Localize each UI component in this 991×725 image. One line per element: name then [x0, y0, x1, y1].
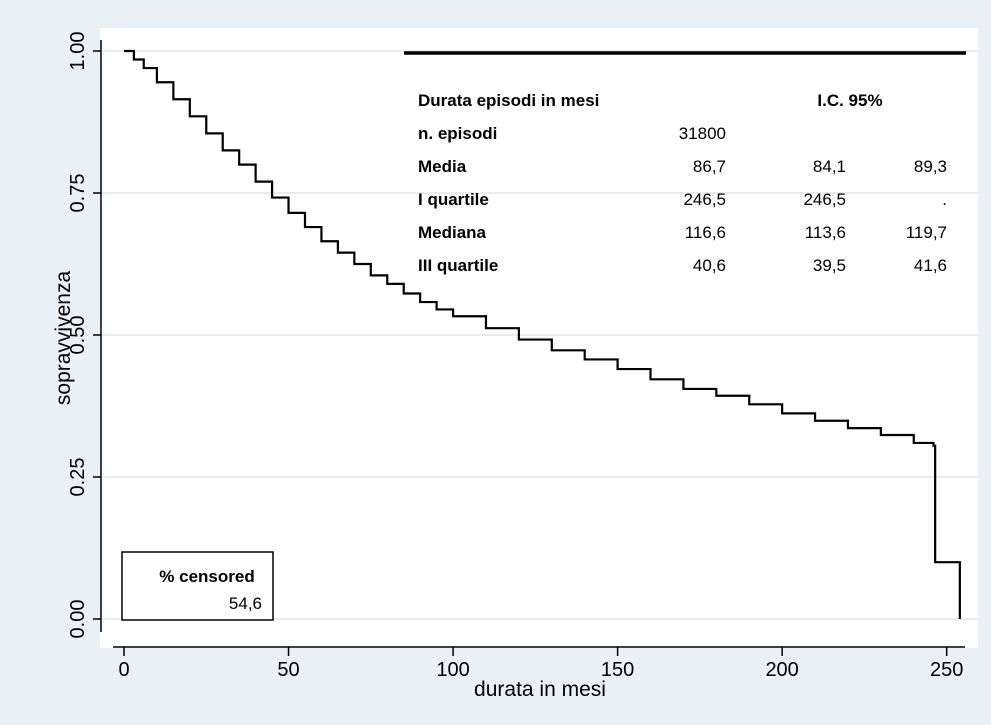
censored-box-label: % censored	[159, 567, 254, 586]
stats-row-ci-high: 41,6	[914, 256, 947, 275]
stats-row-ci-low: 39,5	[813, 256, 846, 275]
stats-row-label: Media	[418, 157, 467, 176]
stats-row-value: 40,6	[693, 256, 726, 275]
x-axis-title: durata in mesi	[474, 678, 606, 701]
x-axis-ticks: 0 50 100 150 200 250	[118, 647, 963, 681]
stats-table-header-label: Durata episodi in mesi	[418, 91, 599, 110]
x-tick-label: 250	[930, 659, 963, 681]
censored-box-frame	[121, 551, 274, 621]
stats-row-value: 246,5	[683, 190, 726, 209]
y-tick-label: 0.75	[67, 174, 89, 213]
y-tick-label: 0.25	[67, 458, 89, 497]
y-tick-label: 0.00	[67, 600, 89, 639]
y-axis-ticks: 0.00 0.25 0.50 0.75 1.00	[67, 32, 101, 639]
censored-box: % censored 54,6	[121, 551, 274, 621]
stats-row-ci-high: .	[942, 190, 947, 209]
stats-row-label: n. episodi	[418, 124, 497, 143]
plot-panel	[100, 28, 978, 648]
stats-row-label: I quartile	[418, 190, 489, 209]
y-tick-label: 0.50	[67, 316, 89, 355]
x-tick-label: 150	[601, 659, 634, 681]
survival-curve-line	[124, 49, 961, 619]
stats-row-label: III quartile	[418, 256, 498, 275]
x-tick-label: 0	[118, 659, 129, 681]
stats-row-ci-high: 89,3	[914, 157, 947, 176]
censored-box-value: 54,6	[229, 594, 262, 613]
stats-row-value: 116,6	[685, 223, 726, 242]
x-tick-label: 200	[765, 659, 798, 681]
stats-row-label: Mediana	[418, 223, 487, 242]
stats-table-rows: n. episodi 31800 Media 86,7 84,1 89,3 I quarti…	[418, 124, 947, 275]
x-tick-label: 50	[277, 659, 299, 681]
y-tick-label: 1.00	[67, 32, 89, 71]
stats-row-ci-high: 119,7	[906, 223, 947, 242]
stats-row-value: 31800	[679, 124, 726, 143]
stats-row-ci-low: 246,5	[803, 190, 846, 209]
stats-table: Durata episodi in mesi I.C. 95% n. episo…	[404, 51, 966, 275]
x-tick-label: 100	[436, 659, 469, 681]
stats-row-ci-low: 84,1	[813, 157, 846, 176]
stats-row-value: 86,7	[693, 157, 726, 176]
stats-table-header-ci: I.C. 95%	[817, 91, 882, 110]
y-axis-title: sopravvivenza	[52, 271, 75, 406]
stats-row-ci-low: 113,6	[805, 223, 846, 242]
